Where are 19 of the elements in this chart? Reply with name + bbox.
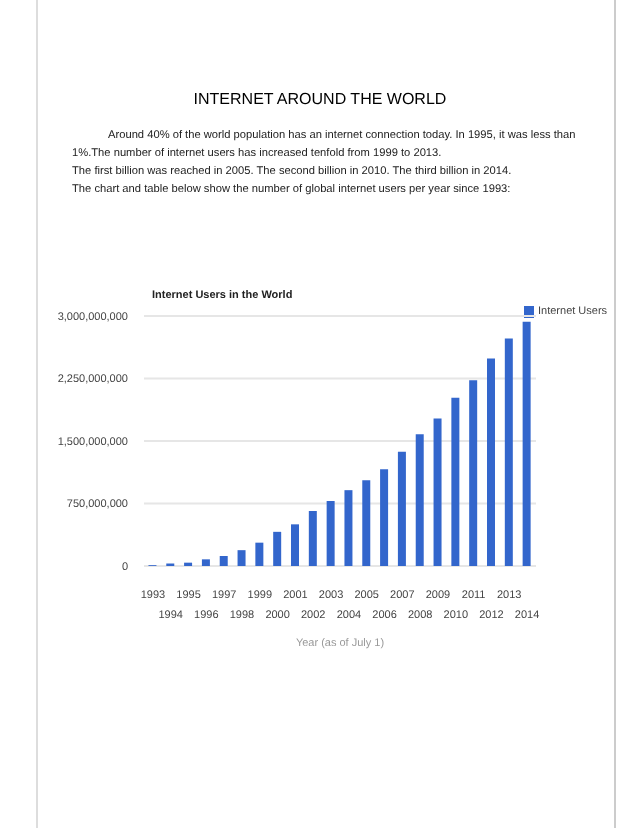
bar [291, 524, 299, 566]
bar [219, 556, 228, 566]
bar [380, 469, 389, 566]
bar [433, 418, 442, 566]
bar [273, 531, 282, 566]
chart-title: INTERNET AROUND THE WORLD [191, 90, 449, 108]
bar [451, 397, 460, 566]
bar [504, 338, 513, 566]
bar [237, 550, 246, 566]
bar [326, 501, 335, 566]
bar [344, 490, 353, 566]
bar [201, 559, 210, 566]
bar [397, 451, 406, 566]
bar [308, 511, 317, 566]
bar [255, 542, 264, 566]
bar [415, 434, 424, 566]
bar [469, 380, 478, 566]
bar [487, 358, 495, 566]
bar [362, 480, 371, 566]
